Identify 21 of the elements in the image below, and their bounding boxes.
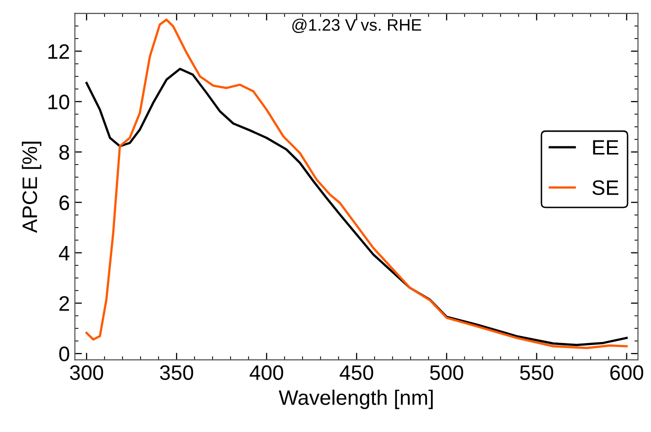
y-tick-label: 12 — [48, 44, 69, 59]
y-tick-label: 8 — [59, 144, 70, 160]
y-tick-label: 4 — [58, 246, 70, 260]
annotation: @1.23 V vs. RHE — [292, 18, 422, 33]
line-series — [85, 18, 628, 350]
y-tick-label: 10 — [48, 94, 70, 110]
x-tick-label: 400 — [250, 365, 284, 380]
line-series — [85, 68, 628, 346]
y-tick-label: 0 — [59, 346, 70, 362]
x-tick-label: 350 — [160, 365, 194, 380]
legend-label: EE — [593, 140, 618, 155]
x-axis-title: Wavelength [nm] — [278, 390, 433, 410]
x-tick-label: 300 — [70, 365, 104, 380]
x-tick-label: 550 — [520, 365, 554, 380]
y-tick-label: 2 — [59, 296, 69, 311]
y-tick-label: 6 — [59, 195, 70, 210]
y-axis-title: APCE [%] — [22, 142, 42, 233]
x-tick-label: 500 — [430, 365, 464, 380]
x-tick-label: 600 — [610, 365, 644, 380]
legend-label: SE — [592, 180, 618, 196]
x-tick-label: 450 — [340, 365, 374, 380]
